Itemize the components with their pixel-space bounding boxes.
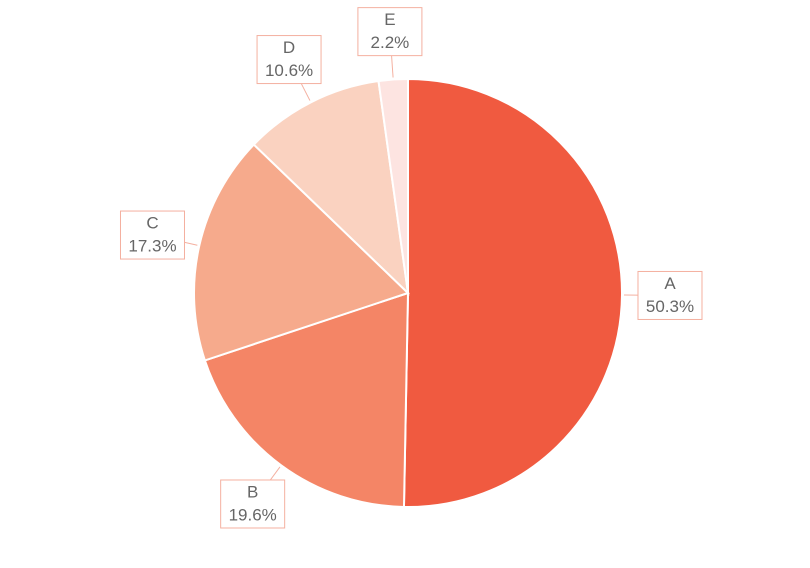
slice-name: C — [146, 214, 158, 233]
pie-slice — [402, 77, 623, 508]
pie-slice — [193, 143, 410, 362]
pie-slice — [203, 291, 410, 508]
pie-slice — [377, 77, 409, 294]
label-box — [119, 210, 185, 260]
label-box — [637, 270, 703, 320]
slice-name: E — [384, 10, 395, 29]
slice-name: B — [247, 482, 258, 501]
label-box — [220, 479, 286, 529]
slice-value: 50.3% — [646, 297, 694, 316]
label-box — [357, 7, 423, 57]
slice-value: 2.2% — [371, 33, 410, 52]
slice-value: 17.3% — [128, 237, 176, 256]
label-box — [256, 35, 322, 85]
slice-name: D — [283, 38, 295, 57]
slice-value: 10.6% — [265, 61, 313, 80]
slice-value: 19.6% — [229, 505, 277, 524]
pie-slice — [252, 79, 410, 296]
slice-name: A — [664, 274, 676, 293]
